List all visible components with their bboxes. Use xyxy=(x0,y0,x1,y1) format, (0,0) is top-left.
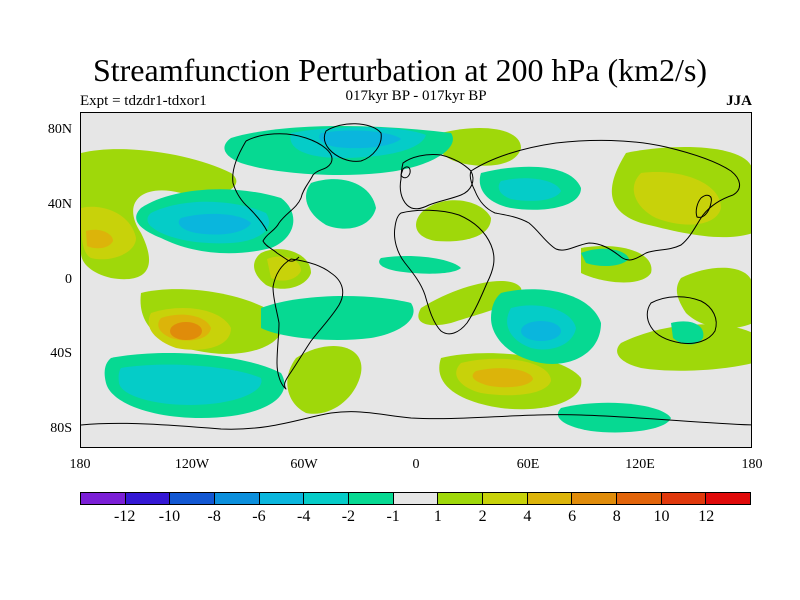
colorbar-label: 4 xyxy=(523,508,532,525)
colorbar-label: -6 xyxy=(252,508,266,525)
lon-tick-60w: 60W xyxy=(290,457,318,472)
colorbar-label: 2 xyxy=(478,508,487,525)
colorbar-swatch xyxy=(170,493,216,504)
colorbar-swatch xyxy=(393,493,439,504)
colorbar-swatch xyxy=(125,493,171,504)
map-plot-area xyxy=(80,112,752,448)
colorbar-swatch xyxy=(617,493,662,504)
lon-tick-120w: 120W xyxy=(174,457,210,472)
contour-region xyxy=(319,130,401,149)
colorbar-swatch xyxy=(349,493,394,504)
coastline-europe xyxy=(399,154,474,210)
chart-subtitle: 017kyr BP - 017kyr BP xyxy=(345,88,487,104)
contour-region xyxy=(617,324,751,371)
contour-level-8 xyxy=(170,322,202,340)
lat-tick-80s: 80S xyxy=(50,421,72,436)
colorbar-label: 10 xyxy=(653,508,670,525)
lat-tick-eq: 0 xyxy=(65,272,72,287)
colorbar-swatch xyxy=(661,493,707,504)
colorbar-label: 8 xyxy=(612,508,621,525)
coastline-greenland xyxy=(323,123,382,162)
contour-region xyxy=(521,321,561,341)
coastlines xyxy=(81,123,751,430)
contour-region xyxy=(287,346,362,414)
colorbar-label: 1 xyxy=(433,508,442,525)
contour-region xyxy=(379,256,461,274)
contour-region xyxy=(498,178,561,201)
contour-region xyxy=(118,364,262,405)
coastline-north-america xyxy=(232,133,333,262)
colorbar-label: -10 xyxy=(158,508,181,525)
colorbar-swatch xyxy=(572,493,618,504)
coastline-uk xyxy=(400,166,411,179)
colorbar-swatch xyxy=(438,493,484,504)
contour-region xyxy=(170,322,202,340)
contour-region xyxy=(261,296,414,340)
lon-tick-180e: 180 xyxy=(741,457,763,472)
colorbar-swatch xyxy=(81,493,126,504)
colorbar-label: 12 xyxy=(698,508,715,525)
contour-region xyxy=(418,280,522,326)
colorbar-label: 6 xyxy=(568,508,577,525)
coastline-japan xyxy=(695,194,712,218)
coastline-australia xyxy=(646,296,717,344)
colorbar-label: -1 xyxy=(386,508,400,525)
lon-tick-180w: 180 xyxy=(69,457,91,472)
contour-level-neg4 xyxy=(178,130,561,341)
contour-region xyxy=(86,229,113,249)
contour-region xyxy=(306,179,376,229)
coastline-africa xyxy=(394,209,495,335)
contour-region xyxy=(671,321,704,345)
colorbar xyxy=(80,492,751,505)
lon-tick-60e: 60E xyxy=(516,457,540,472)
colorbar-swatch xyxy=(706,493,751,504)
coastline-asia xyxy=(469,139,740,261)
contour-region xyxy=(676,267,751,329)
colorbar-swatch xyxy=(527,493,573,504)
lat-tick-80n: 80N xyxy=(47,122,72,137)
colorbar-swatch xyxy=(215,493,260,504)
coastline-antarctica xyxy=(81,411,751,430)
contour-region xyxy=(581,248,629,267)
lon-tick-0: 0 xyxy=(412,457,420,472)
chart-title: Streamfunction Perturbation at 200 hPa (… xyxy=(92,52,708,88)
experiment-label: Expt = tdzdr1-tdxor1 xyxy=(80,93,207,109)
contour-region xyxy=(178,213,251,235)
colorbar-swatch xyxy=(304,493,350,504)
season-label: JJA xyxy=(726,93,752,109)
contour-region xyxy=(557,402,671,433)
lat-tick-40s: 40S xyxy=(50,346,72,361)
contour-region xyxy=(472,368,533,388)
contour-region xyxy=(633,172,721,225)
colorbar-label: -12 xyxy=(114,508,136,525)
lat-tick-40n: 40N xyxy=(47,197,72,212)
colorbar-label: -4 xyxy=(296,508,311,525)
contour-region xyxy=(267,256,301,281)
lon-tick-120e: 120E xyxy=(625,457,655,472)
colorbar-swatch xyxy=(483,493,528,504)
colorbar-swatch xyxy=(259,493,305,504)
coastline-south-america xyxy=(272,258,344,390)
colorbar-label: -8 xyxy=(207,508,221,525)
map-svg xyxy=(81,113,751,447)
colorbar-label: -2 xyxy=(341,508,356,525)
